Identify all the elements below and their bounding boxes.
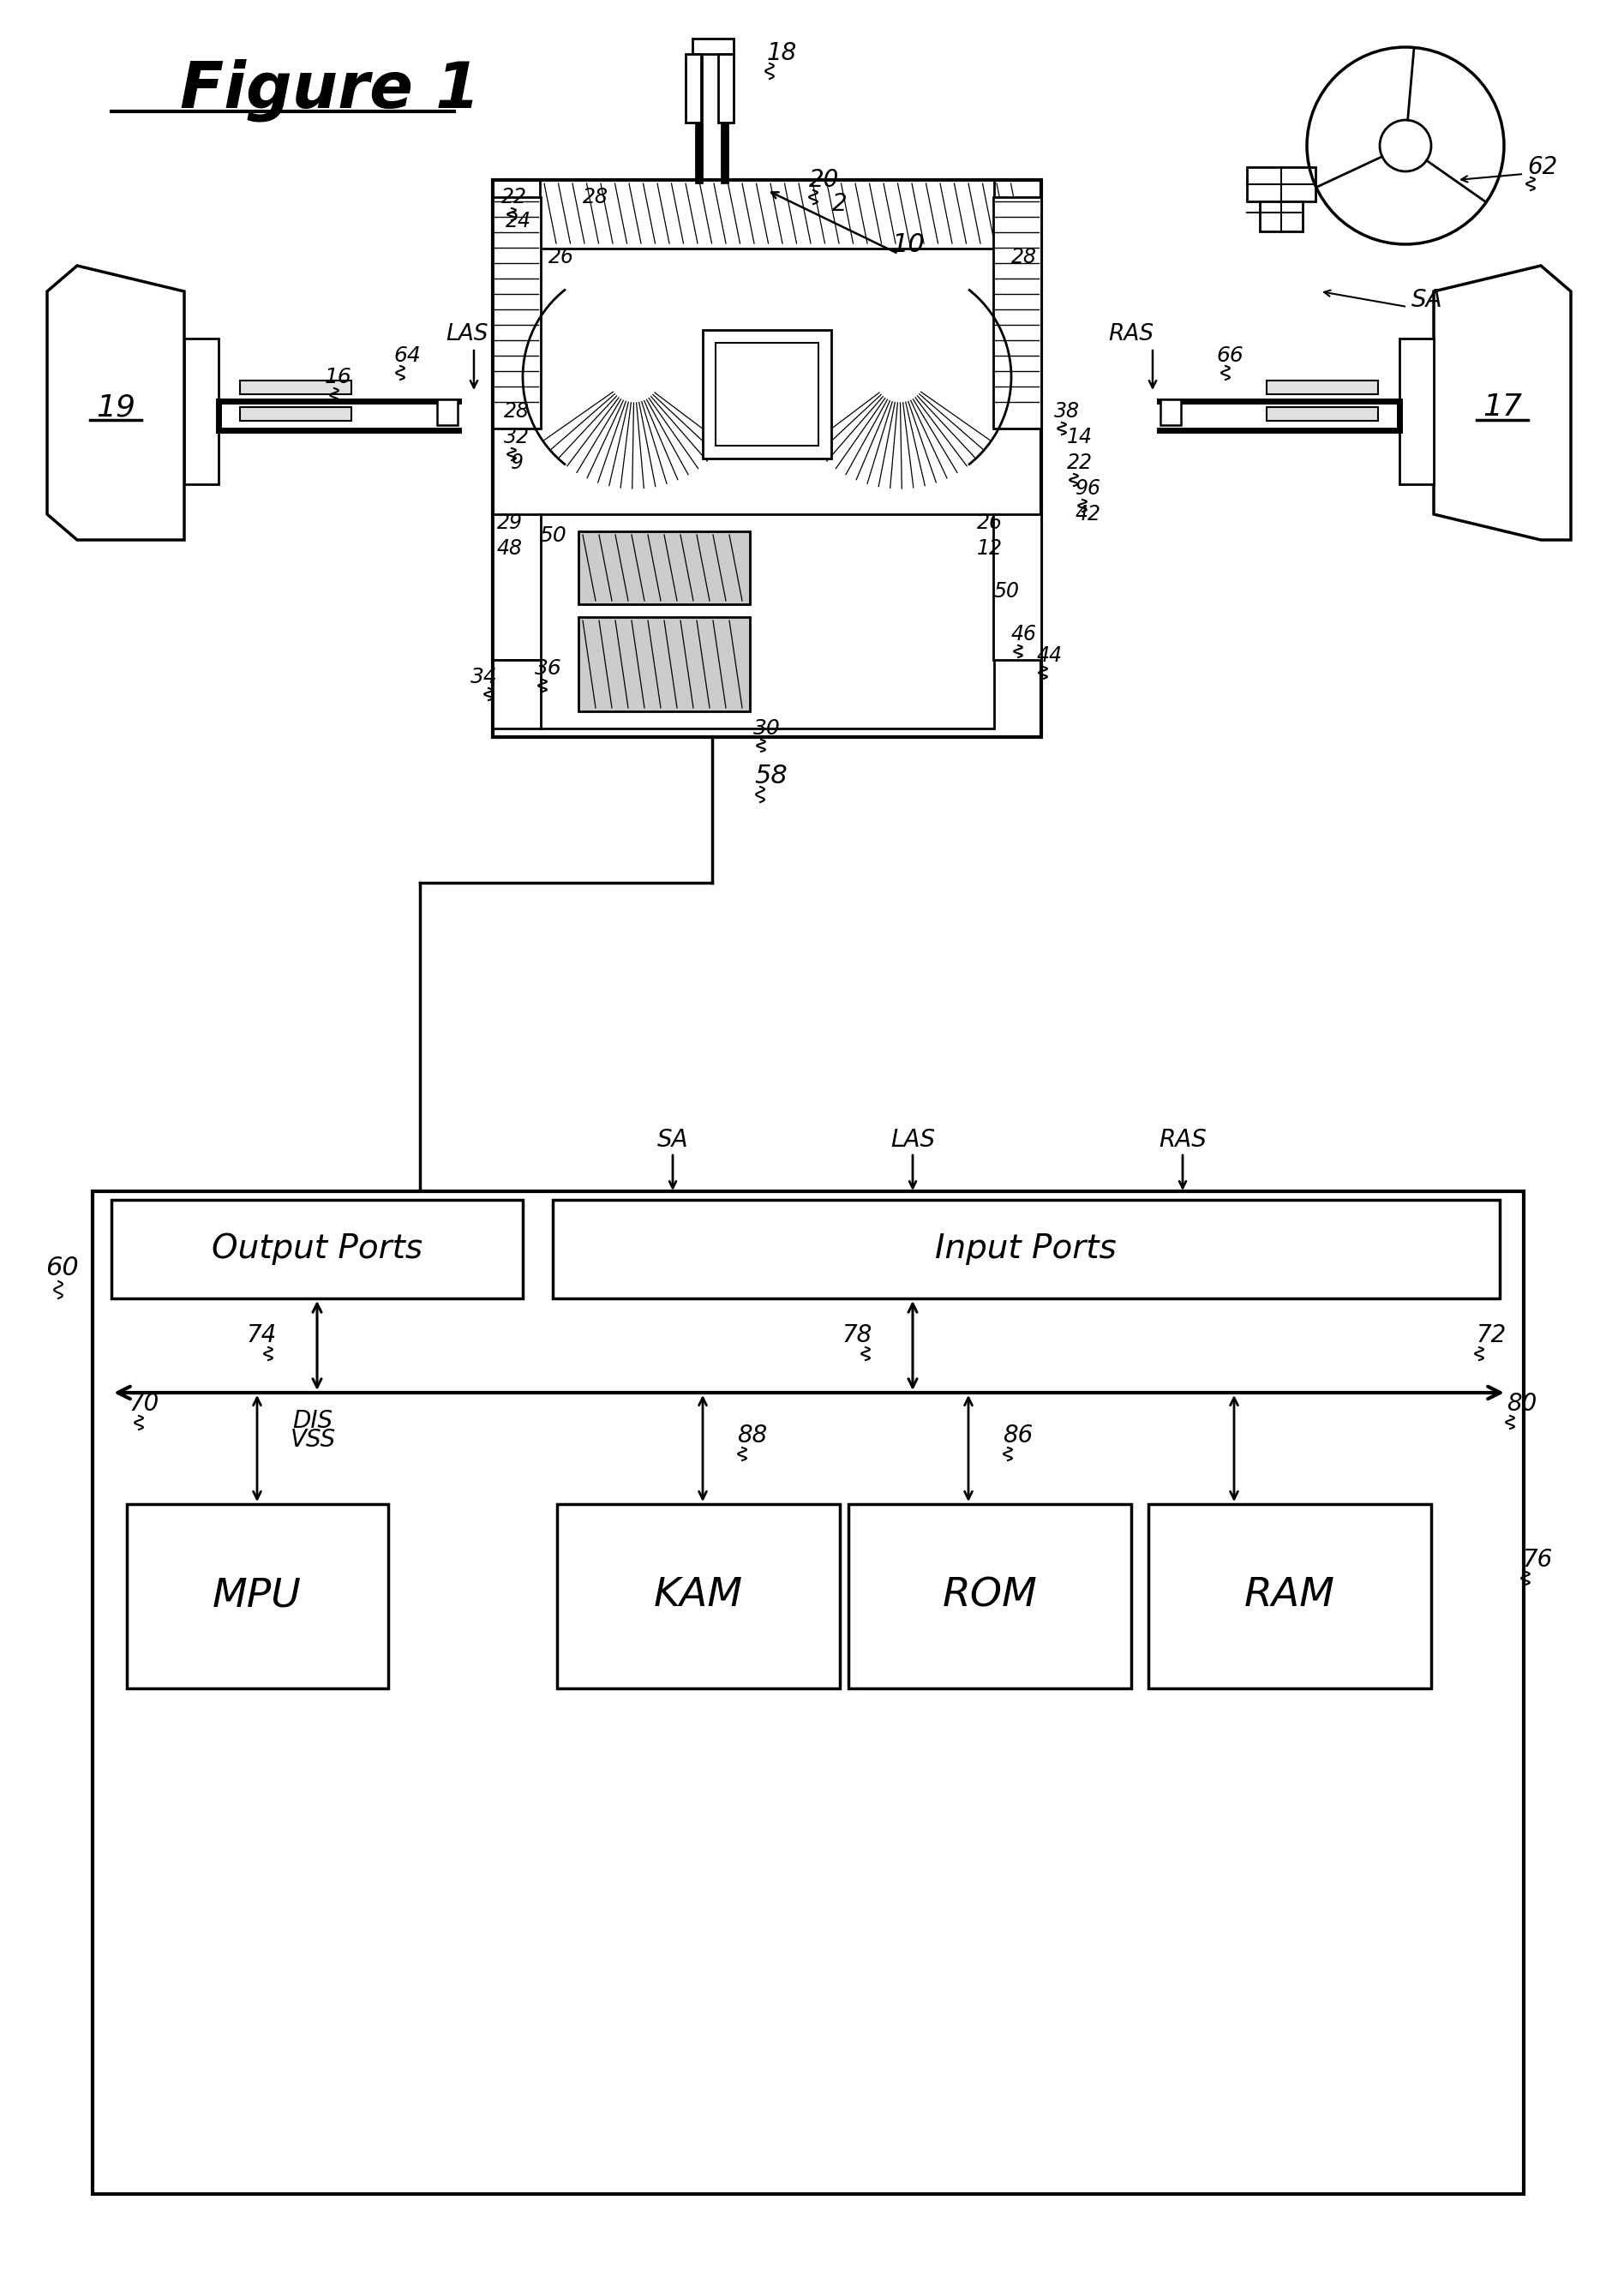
Bar xyxy=(1400,338,1434,484)
Text: 74: 74 xyxy=(246,1322,277,1348)
Text: RAS: RAS xyxy=(1158,1127,1207,1153)
Bar xyxy=(715,342,819,445)
Bar xyxy=(686,55,701,122)
Bar xyxy=(112,1201,523,1300)
Bar xyxy=(1149,1504,1432,1688)
Bar xyxy=(993,514,1042,659)
Text: 28: 28 xyxy=(582,186,608,207)
Text: 78: 78 xyxy=(841,1322,872,1348)
Bar xyxy=(126,1504,388,1688)
Text: 96: 96 xyxy=(1076,478,1102,498)
Bar xyxy=(239,406,351,420)
Text: 70: 70 xyxy=(129,1391,159,1417)
Text: DIS: DIS xyxy=(293,1410,333,1433)
Text: 24: 24 xyxy=(505,211,531,232)
Bar xyxy=(493,179,1042,737)
Text: 9: 9 xyxy=(510,452,523,473)
Bar xyxy=(553,1201,1500,1300)
Bar xyxy=(540,179,993,248)
Text: LAS: LAS xyxy=(447,324,489,344)
Text: 46: 46 xyxy=(1011,625,1037,645)
Bar xyxy=(1247,168,1315,202)
Text: 44: 44 xyxy=(1037,645,1063,666)
Bar xyxy=(493,659,540,728)
Text: 42: 42 xyxy=(1076,503,1102,523)
Text: 28: 28 xyxy=(1011,248,1037,266)
Text: 2: 2 xyxy=(832,193,848,216)
Text: 72: 72 xyxy=(1476,1322,1506,1348)
Text: 30: 30 xyxy=(754,719,780,739)
Text: 38: 38 xyxy=(1053,402,1079,422)
Text: RAS: RAS xyxy=(1108,324,1154,344)
Polygon shape xyxy=(1434,266,1571,540)
Bar xyxy=(184,338,218,484)
Text: 16: 16 xyxy=(325,367,353,388)
Text: Output Ports: Output Ports xyxy=(212,1233,422,1265)
Text: 29: 29 xyxy=(497,512,523,533)
Bar xyxy=(702,331,832,459)
Text: MPU: MPU xyxy=(212,1577,301,1614)
Bar xyxy=(540,514,993,728)
Text: 62: 62 xyxy=(1527,156,1558,179)
Text: 26: 26 xyxy=(549,248,574,266)
Bar xyxy=(579,530,749,604)
Bar xyxy=(493,514,540,659)
Text: Figure 1: Figure 1 xyxy=(180,57,481,122)
Text: 88: 88 xyxy=(738,1424,767,1446)
Text: LAS: LAS xyxy=(890,1127,935,1153)
Text: 50: 50 xyxy=(539,526,566,546)
Text: 12: 12 xyxy=(977,537,1003,558)
Text: Input Ports: Input Ports xyxy=(935,1233,1116,1265)
Text: VSS: VSS xyxy=(290,1428,335,1451)
Text: 50: 50 xyxy=(993,581,1019,602)
Text: 48: 48 xyxy=(497,537,523,558)
Text: 64: 64 xyxy=(393,344,421,365)
Bar xyxy=(848,1504,1131,1688)
Text: 22: 22 xyxy=(1066,452,1092,473)
Bar xyxy=(92,1192,1524,2195)
Bar xyxy=(718,55,733,122)
Bar xyxy=(1267,406,1379,420)
Bar xyxy=(239,381,351,395)
Text: 32: 32 xyxy=(503,427,529,448)
Polygon shape xyxy=(47,266,184,540)
Text: RAM: RAM xyxy=(1244,1577,1335,1614)
Text: 86: 86 xyxy=(1003,1424,1034,1446)
Bar xyxy=(1267,381,1379,395)
Text: 26: 26 xyxy=(977,512,1003,533)
Text: 76: 76 xyxy=(1523,1548,1553,1573)
Text: 14: 14 xyxy=(1066,427,1092,448)
Bar xyxy=(557,1504,840,1688)
Bar xyxy=(1160,400,1181,425)
Bar xyxy=(540,1479,1524,1697)
Text: 10: 10 xyxy=(892,232,925,257)
Bar xyxy=(493,197,540,429)
Text: 17: 17 xyxy=(1482,393,1523,422)
Text: 58: 58 xyxy=(754,762,788,788)
Bar xyxy=(1260,202,1302,232)
Text: 66: 66 xyxy=(1217,344,1243,365)
Text: SA: SA xyxy=(657,1127,688,1153)
Bar xyxy=(693,39,733,55)
Text: 60: 60 xyxy=(45,1256,78,1281)
Bar xyxy=(437,400,458,425)
Text: 80: 80 xyxy=(1506,1391,1537,1417)
Bar xyxy=(579,618,749,712)
Text: KAM: KAM xyxy=(654,1577,743,1614)
Bar xyxy=(993,197,1042,429)
Text: 28: 28 xyxy=(503,402,529,422)
Text: 18: 18 xyxy=(767,41,796,64)
Text: 34: 34 xyxy=(471,666,498,687)
Text: 22: 22 xyxy=(502,186,527,207)
Text: SA: SA xyxy=(1411,287,1443,312)
Text: ROM: ROM xyxy=(942,1577,1037,1614)
Text: 19: 19 xyxy=(95,393,136,422)
Text: 36: 36 xyxy=(536,659,561,680)
Text: 20: 20 xyxy=(809,168,840,193)
